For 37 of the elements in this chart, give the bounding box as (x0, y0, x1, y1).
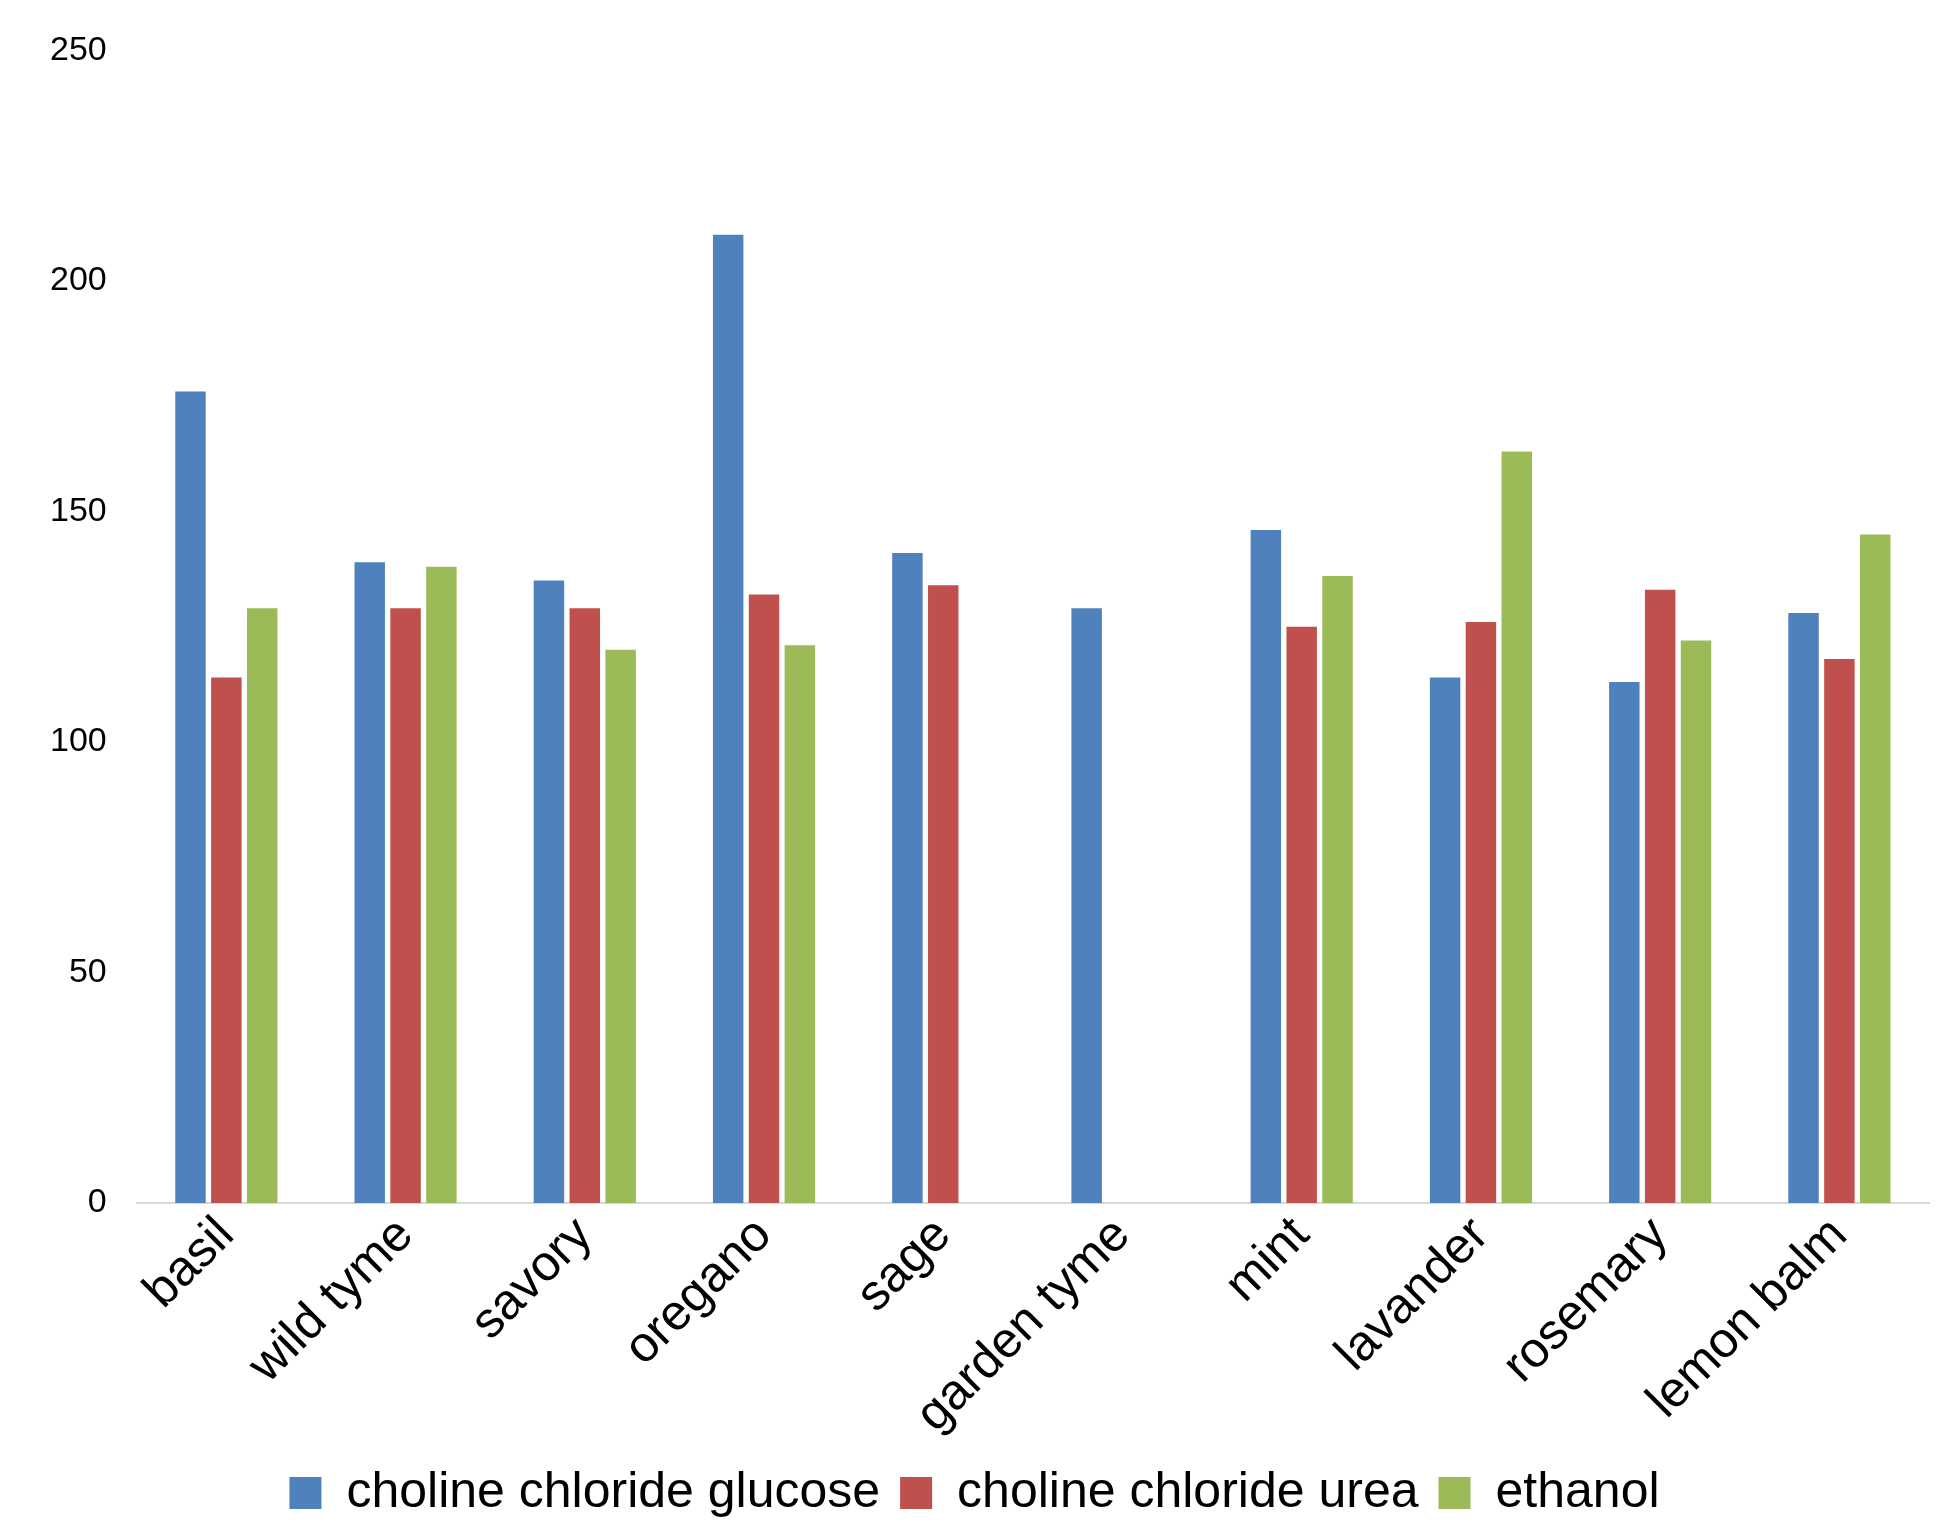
bar (533, 580, 565, 1204)
bar (892, 552, 923, 1204)
bar (354, 562, 385, 1204)
bar (1322, 576, 1353, 1204)
y-tick-label: 100 (49, 720, 107, 759)
y-tick-label: 0 (87, 1181, 107, 1220)
bar (1286, 626, 1317, 1204)
bar (1429, 677, 1461, 1204)
bar (605, 649, 636, 1204)
bar (1250, 529, 1282, 1204)
bar (1501, 451, 1533, 1204)
bar (1824, 659, 1855, 1204)
y-tick-label: 200 (49, 259, 107, 298)
y-tick-label: 50 (68, 950, 107, 989)
bar (569, 608, 601, 1204)
bar (1860, 534, 1891, 1204)
bar (1680, 640, 1712, 1204)
x-tick-label: mint (1212, 1205, 1320, 1312)
legend-label: ethanol (1495, 1461, 1660, 1518)
bar (784, 645, 816, 1204)
bar (1071, 608, 1102, 1204)
bar (1609, 682, 1640, 1204)
bar (426, 566, 457, 1204)
bar (211, 677, 242, 1204)
bar (1465, 622, 1497, 1204)
legend-label: choline chloride glucose (346, 1461, 881, 1518)
bar (1644, 589, 1676, 1204)
bar (1788, 612, 1819, 1204)
bar (748, 594, 780, 1204)
bar (712, 234, 744, 1204)
y-tick-label: 150 (49, 489, 107, 528)
bar (928, 585, 959, 1204)
bar (246, 608, 278, 1204)
legend-label: choline chloride urea (957, 1461, 1419, 1518)
bar (175, 391, 206, 1204)
bar (390, 608, 421, 1204)
y-tick-label: 250 (49, 28, 107, 67)
